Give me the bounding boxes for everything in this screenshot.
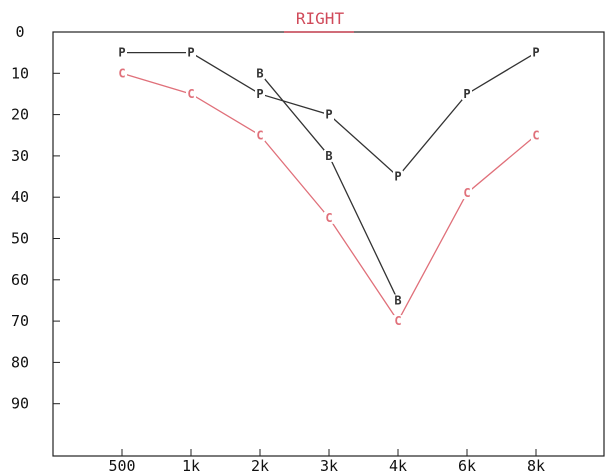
data-point-c: C (463, 186, 470, 200)
marker-backdrop (324, 211, 334, 224)
y-tick-label: 40 (11, 188, 29, 206)
marker-backdrop (324, 149, 334, 162)
data-point-c: C (187, 87, 194, 101)
y-tick-label: 80 (11, 353, 29, 371)
y-tick-label: 10 (11, 64, 29, 82)
marker-backdrop (393, 315, 403, 328)
data-point-p: P (325, 108, 332, 122)
data-point-c: C (325, 211, 332, 225)
marker-backdrop (393, 294, 403, 307)
y-tick-label: 60 (11, 271, 29, 289)
x-tick-label: 6k (458, 457, 476, 474)
data-point-p: P (463, 87, 470, 101)
data-point-p: P (394, 170, 401, 184)
marker-backdrop (255, 87, 265, 100)
data-point-p: P (187, 46, 194, 60)
data-point-p: P (532, 46, 539, 60)
marker-backdrop (324, 108, 334, 121)
marker-backdrop (255, 67, 265, 80)
y-tick-label: 30 (11, 147, 29, 165)
x-tick-label: 3k (320, 457, 338, 474)
x-tick-label: 500 (108, 457, 135, 474)
data-point-c: C (394, 314, 401, 328)
marker-backdrop (186, 46, 196, 59)
data-point-c: C (532, 128, 539, 142)
y-tick-label: 70 (11, 312, 29, 330)
data-point-p: P (256, 87, 263, 101)
x-tick-label: 1k (182, 457, 200, 474)
marker-backdrop (531, 46, 541, 59)
x-tick-label: 2k (251, 457, 269, 474)
plot-frame (52, 31, 605, 457)
y-tick-label: 90 (11, 395, 29, 413)
marker-backdrop (255, 129, 265, 142)
marker-backdrop (117, 46, 127, 59)
y-tick-label: 20 (11, 106, 29, 124)
data-point-p: P (118, 46, 125, 60)
x-tick-label: 8k (527, 457, 545, 474)
data-point-b: B (256, 66, 263, 80)
marker-backdrop (462, 87, 472, 100)
y-tick-label: 50 (11, 230, 29, 248)
data-point-b: B (325, 149, 332, 163)
marker-backdrop (117, 67, 127, 80)
x-axis-ticks: 500 1k 2k 3k 4k 6k 8k (108, 449, 545, 474)
data-point-c: C (256, 128, 263, 142)
data-point-c: C (118, 66, 125, 80)
marker-backdrop (393, 170, 403, 183)
y-tick-label: 0 (15, 23, 24, 41)
marker-backdrop (186, 87, 196, 100)
y-axis-ticks: 0 10 20 30 40 50 60 70 80 90 (11, 23, 60, 413)
chart-title: RIGHT (296, 9, 345, 28)
marker-backdrop (462, 187, 472, 200)
data-point-b: B (394, 293, 401, 307)
marker-backdrop (531, 129, 541, 142)
x-tick-label: 4k (389, 457, 407, 474)
